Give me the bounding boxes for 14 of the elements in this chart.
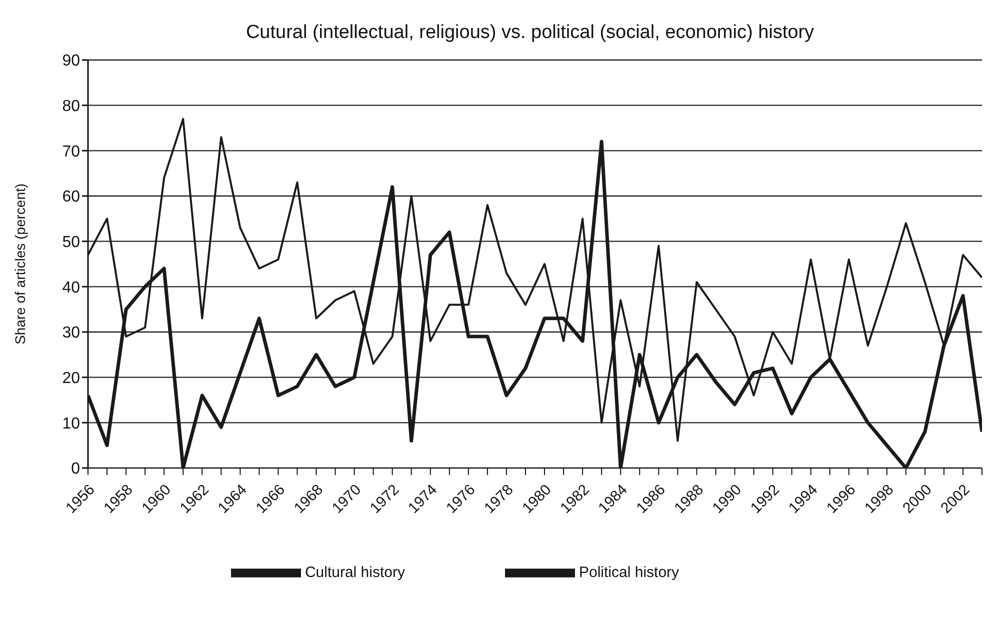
legend-label: Political history — [579, 564, 680, 581]
y-tick-label: 40 — [62, 279, 80, 296]
legend-label: Cultural history — [304, 564, 405, 581]
chart-title: Cutural (intellectual, religious) vs. political (social, economic) history — [244, 21, 816, 45]
y-tick-label: 30 — [62, 324, 80, 342]
y-tick-label: 0 — [71, 460, 80, 478]
y-tick-label: 20 — [62, 370, 80, 388]
y-axis-title: Share of articles (percent) — [12, 183, 28, 345]
y-tick-label: 50 — [62, 234, 80, 252]
y-tick-label: 60 — [62, 188, 80, 206]
y-tick-label: 70 — [62, 143, 80, 160]
y-tick-label: 90 — [62, 52, 80, 70]
y-tick-label: 80 — [62, 98, 80, 116]
y-tick-label: 10 — [62, 415, 80, 432]
